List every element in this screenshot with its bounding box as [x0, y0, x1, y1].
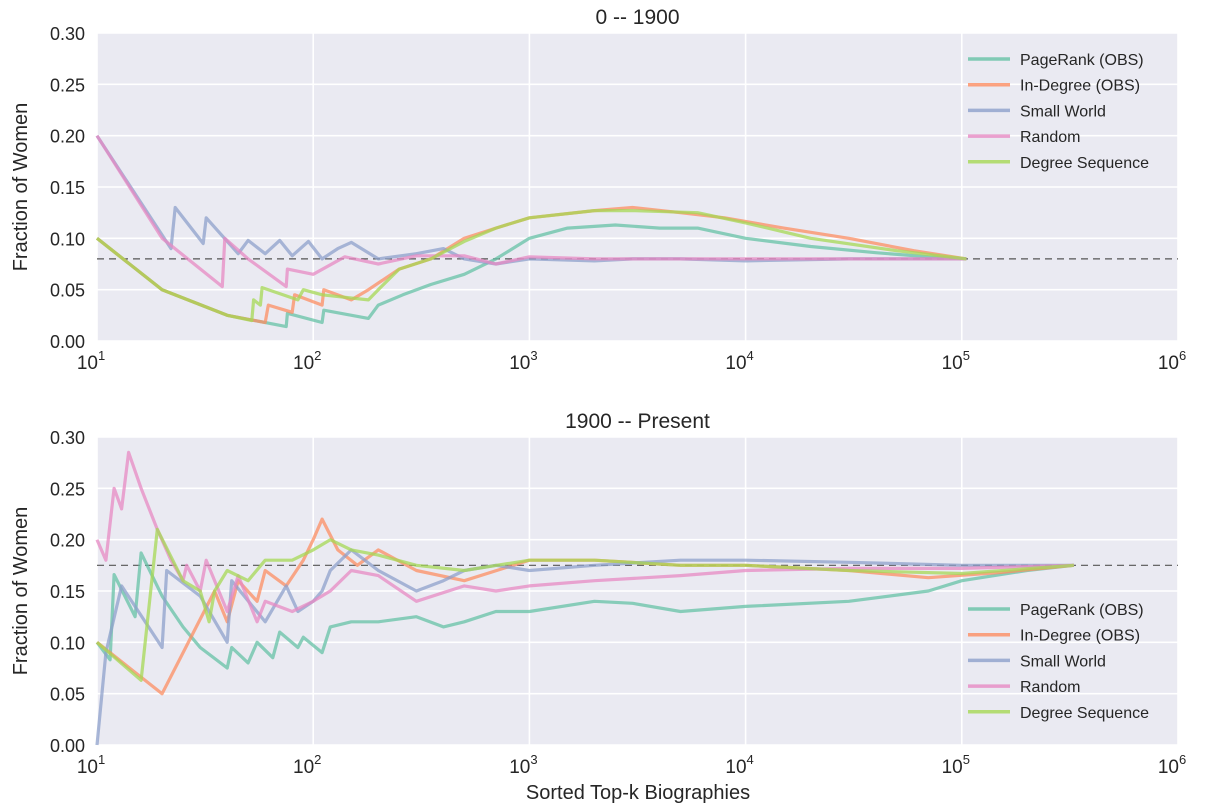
legend-label-indegree: In-Degree (OBS) [1020, 78, 1140, 95]
x-tick-label: 106 [1158, 752, 1186, 778]
series-line-random [95, 134, 967, 289]
y-tick-label: 0.30 [50, 428, 85, 448]
y-tick-label: 0.15 [50, 178, 85, 198]
legend-label-pagerank: PageRank (OBS) [1020, 52, 1144, 69]
legend-label-smallworld: Small World [1020, 103, 1106, 120]
series-line-pagerank [96, 223, 967, 329]
series-line-smallworld [95, 548, 1074, 746]
legend-label-pagerank: PageRank (OBS) [1020, 602, 1144, 619]
y-tick-label: 0.20 [50, 531, 85, 551]
y-tick-label: 0.00 [50, 736, 85, 756]
legend-label-indegree: In-Degree (OBS) [1020, 628, 1140, 645]
x-tick-label: 105 [942, 348, 970, 374]
x-tick-label: 106 [1158, 348, 1186, 374]
x-tick-label: 104 [725, 752, 753, 778]
y-tick-label: 0.05 [50, 281, 85, 301]
y-tick-label: 0.00 [50, 332, 85, 352]
y-tick-label: 0.20 [50, 127, 85, 147]
x-tick-label: 104 [725, 348, 753, 374]
series-line-degseq [95, 527, 1075, 682]
y-tick-label: 0.05 [50, 685, 85, 705]
legend-label-degseq: Degree Sequence [1020, 705, 1149, 722]
series-line-pagerank [95, 551, 1075, 670]
x-axis-label: Sorted Top-k Biographies [526, 782, 750, 804]
y-tick-label: 0.30 [50, 24, 85, 44]
chart-title: 0 -- 1900 [595, 6, 679, 29]
y-tick-label: 0.25 [50, 479, 85, 499]
y-tick-label: 0.10 [50, 633, 85, 653]
series-line-degseq [96, 209, 967, 323]
y-tick-label: 0.10 [50, 229, 85, 249]
y-tick-label: 0.15 [50, 582, 85, 602]
x-tick-label: 105 [942, 752, 970, 778]
chart-title: 1900 -- Present [565, 410, 710, 433]
y-axis-label: Fraction of Women [10, 103, 32, 272]
legend-label-degseq: Degree Sequence [1020, 155, 1149, 172]
x-tick-label: 102 [293, 348, 321, 374]
legend-label-smallworld: Small World [1020, 653, 1106, 670]
series-line-random [95, 450, 1074, 624]
legend-label-random: Random [1020, 129, 1080, 146]
y-tick-label: 0.25 [50, 75, 85, 95]
legend-label-random: Random [1020, 679, 1080, 696]
y-axis-label: Fraction of Women [10, 507, 32, 676]
x-tick-label: 103 [509, 348, 537, 374]
x-tick-label: 103 [509, 752, 537, 778]
x-tick-label: 102 [293, 752, 321, 778]
